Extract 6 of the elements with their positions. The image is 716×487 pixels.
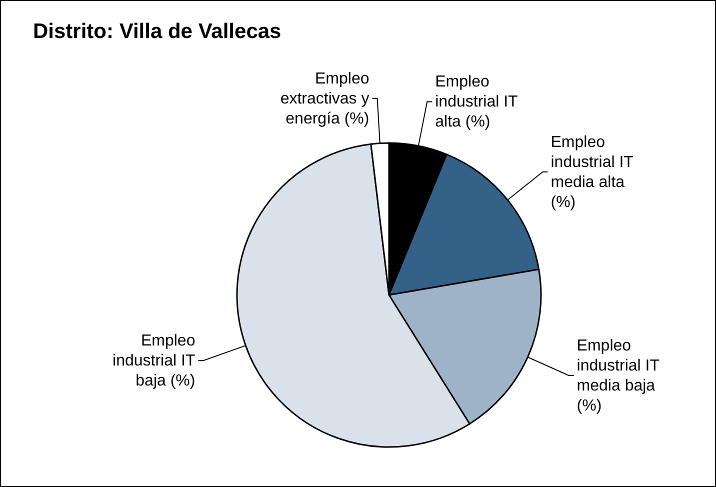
slice-label: Empleo industrial IT media baja (%) [576, 337, 660, 414]
slice-label: Empleo industrial IT baja (%) [112, 332, 196, 390]
chart-title: Distrito: Villa de Vallecas [33, 20, 282, 44]
slice-label: Empleo industrial IT alta (%) [435, 73, 518, 130]
slice-label: Empleo industrial IT media alta (%) [550, 133, 634, 210]
slice-label: Empleo extractivas y energía (%) [280, 70, 370, 127]
